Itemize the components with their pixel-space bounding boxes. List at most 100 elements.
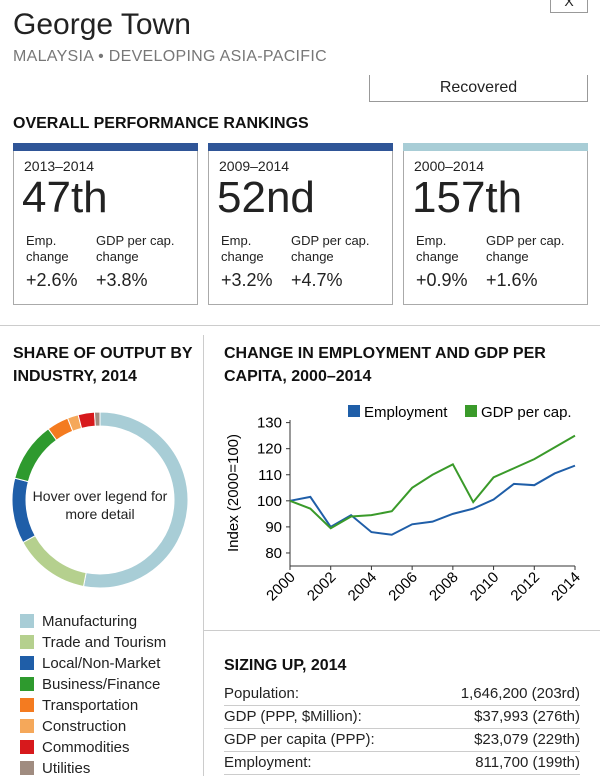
label: GDP per cap. change (96, 233, 175, 264)
subtitle: MALAYSIA • DEVELOPING ASIA-PACIFIC (13, 48, 327, 65)
x-tick-label: 2014 (548, 569, 584, 605)
value: +3.2% (221, 270, 273, 290)
x-tick-label: 2000 (263, 569, 299, 605)
ranking-card: 2000–2014 157th Emp. change GDP per cap. ch… (403, 143, 588, 305)
chart-title: CHANGE IN EMPLOYMENT AND GDP PER CAPITA, … (224, 345, 546, 385)
legend-item[interactable]: Construction (20, 717, 126, 737)
legend-swatch (20, 614, 34, 628)
period: 2013–2014 (24, 158, 95, 174)
legend-label: Trade and Tourism (42, 634, 167, 651)
y-tick-label: 120 (257, 441, 282, 458)
legend-swatch (20, 698, 34, 712)
separator (203, 630, 600, 631)
donut-segment (22, 534, 87, 588)
card-top-bar (208, 143, 393, 151)
value: +2.6% (26, 270, 78, 290)
donut-chart (11, 411, 189, 589)
legend-swatch (20, 719, 34, 733)
card-top-bar (13, 143, 198, 151)
row-label: Employment: (224, 754, 312, 771)
separator (203, 335, 204, 776)
table-row: GDP per capita (PPP): $23,079 (229th) (224, 729, 580, 752)
label: Emp. change (416, 233, 459, 264)
row-label: GDP per capita (PPP): (224, 731, 375, 748)
legend-swatch (20, 677, 34, 691)
separator (0, 325, 600, 326)
legend-item[interactable]: Business/Finance (20, 675, 160, 695)
rank: 52nd (217, 173, 315, 222)
x-tick-label: 2002 (304, 569, 340, 605)
row-label: GDP (PPP, $Million): (224, 708, 362, 725)
row-value: 1,646,200 (203rd) (460, 685, 580, 702)
y-tick-label: 80 (265, 545, 282, 562)
row-value: $23,079 (229th) (474, 731, 580, 748)
legend-label: Employment (364, 404, 448, 421)
donut-segment (77, 411, 96, 429)
x-tick-label: 2012 (507, 569, 543, 605)
series-line (289, 434, 576, 530)
card-top-bar (403, 143, 588, 151)
legend-label: Local/Non-Market (42, 655, 161, 672)
legend-label: Commodities (42, 739, 130, 756)
legend-label: Utilities (42, 760, 91, 777)
label: GDP per cap. change (291, 233, 370, 264)
legend-item[interactable]: Transportation (20, 696, 138, 716)
status-button[interactable]: Recovered (369, 75, 588, 102)
legend-item[interactable]: Local/Non-Market (20, 654, 160, 674)
value: +4.7% (291, 270, 343, 290)
page-title: George Town (13, 8, 191, 41)
legend-swatch (20, 635, 34, 649)
value: +1.6% (486, 270, 538, 290)
value: +3.8% (96, 270, 148, 290)
row-value: $37,993 (276th) (474, 708, 580, 725)
section-title: SIZING UP, 2014 (224, 657, 347, 674)
section-title: OVERALL PERFORMANCE RANKINGS (13, 115, 309, 132)
y-tick-label: 100 (257, 493, 282, 510)
table-row: Employment: 811,700 (199th) (224, 752, 580, 775)
row-label: Population: (224, 685, 300, 702)
legend-swatch (20, 656, 34, 670)
legend-swatch (348, 405, 360, 417)
ranking-card: 2013–2014 47th Emp. change GDP per cap. cha… (13, 143, 198, 305)
section-title: SHARE OF OUTPUT BY INDUSTRY, 2014 (13, 345, 193, 385)
x-tick-label: 2006 (385, 569, 421, 605)
x-tick-label: 2008 (426, 569, 462, 605)
legend-label: Transportation (42, 697, 139, 714)
period: 2009–2014 (219, 158, 290, 174)
y-tick-label: 90 (265, 519, 282, 536)
donut-segment (14, 428, 58, 483)
legend-item[interactable]: Utilities (20, 759, 90, 779)
legend-item[interactable]: Trade and Tourism (20, 633, 166, 653)
rank: 157th (412, 173, 523, 222)
value: +0.9% (416, 270, 468, 290)
rank: 47th (22, 173, 108, 222)
donut-segment (93, 411, 101, 427)
table-row: GDP (PPP, $Million): $37,993 (276th) (224, 706, 580, 729)
close-button[interactable]: X (550, 0, 588, 13)
table-row: Population: 1,646,200 (203rd) (224, 683, 580, 706)
label: Emp. change (26, 233, 69, 264)
legend-item[interactable]: Manufacturing (20, 612, 137, 632)
legend-label: Business/Finance (42, 676, 161, 693)
legend-swatch (465, 405, 477, 417)
x-tick-label: 2004 (345, 569, 381, 605)
legend-swatch (20, 740, 34, 754)
x-tick-label: 2010 (467, 569, 503, 605)
y-tick-label: 110 (258, 467, 282, 484)
y-axis-label: Index (2000=100) (225, 434, 242, 552)
ranking-card: 2009–2014 52nd Emp. change GDP per cap. cha… (208, 143, 393, 305)
donut-center-text: Hover over legend for more detail (32, 488, 168, 522)
legend-swatch (20, 761, 34, 775)
legend-label: Manufacturing (42, 613, 138, 630)
series-line (289, 464, 576, 536)
legend-label: Construction (42, 718, 127, 735)
row-value: 811,700 (199th) (475, 754, 580, 771)
legend-item[interactable]: Commodities (20, 738, 130, 758)
line-chart: CHANGE IN EMPLOYMENT AND GDP PER CAPITA, … (224, 345, 584, 605)
y-tick-label: 130 (257, 415, 282, 432)
period: 2000–2014 (414, 158, 485, 174)
legend-label: GDP per cap. (481, 404, 572, 421)
label: Emp. change (221, 233, 264, 264)
label: GDP per cap. change (486, 233, 565, 264)
